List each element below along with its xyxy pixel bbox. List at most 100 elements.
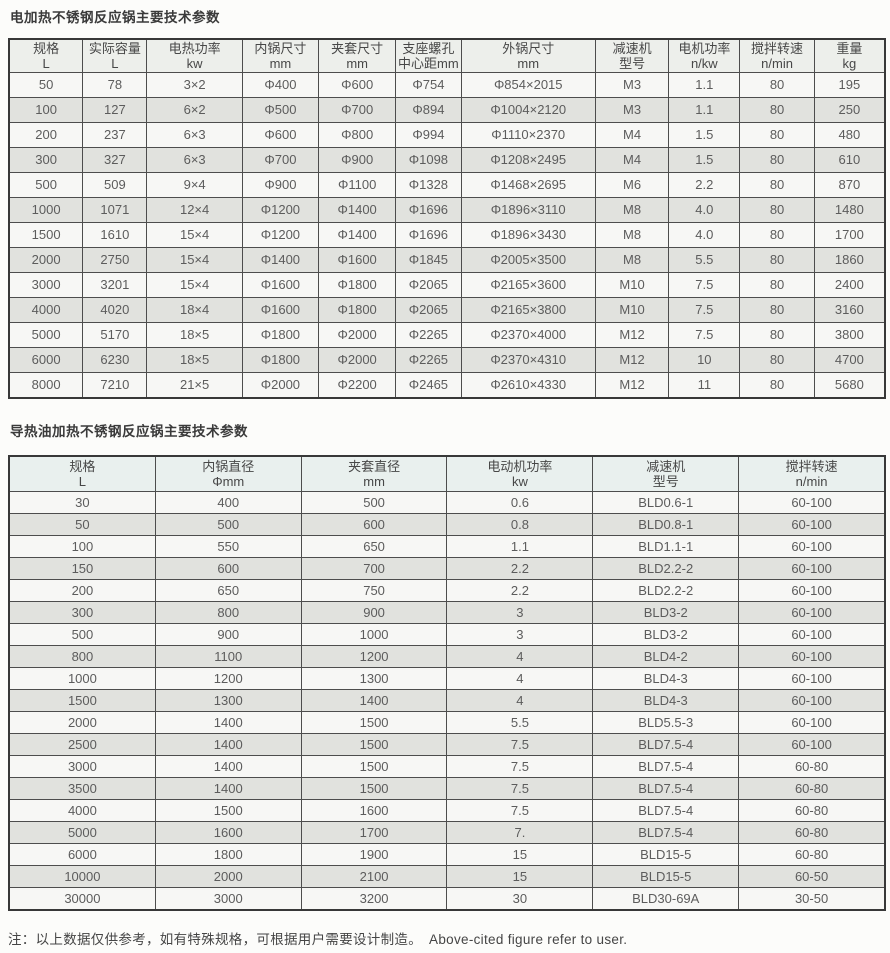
table-row: 3000 3201 15×4 Φ1600 Φ1800 Φ2065 Φ2165×3600 M10… [8, 272, 886, 298]
table-cell: 30 [446, 887, 594, 911]
column-header: 实际容量 L [82, 38, 148, 73]
column-header: 内锅直径 Φmm [154, 455, 302, 492]
table-cell: 1500 [8, 222, 84, 248]
table-cell: 60-100 [738, 711, 886, 734]
table-cell: 3201 [82, 272, 148, 298]
table-cell: 7.5 [668, 297, 741, 323]
table-cell: 2.2 [446, 579, 594, 602]
table-cell: Φ1800 [318, 272, 397, 298]
table-cell: 30 [8, 491, 156, 514]
table-cell: 1700 [813, 222, 886, 248]
table-cell: 80 [739, 122, 815, 148]
table-cell: Φ754 [395, 72, 462, 98]
table-cell: 4 [446, 689, 594, 712]
table-cell: Φ1004×2120 [460, 97, 596, 123]
table-cell: 3000 [8, 755, 156, 778]
table-cell: 4 [446, 645, 594, 668]
table-cell: M3 [594, 97, 670, 123]
table-cell: 1.1 [668, 72, 741, 98]
table-cell: 1700 [300, 821, 448, 844]
table-cell: Φ2610×4330 [460, 372, 596, 399]
table-cell: 2500 [8, 733, 156, 756]
table-cell: 327 [82, 147, 148, 173]
table-cell: 12×4 [146, 197, 243, 223]
table-cell: 3×2 [146, 72, 243, 98]
table-row: 2000 2750 15×4 Φ1400 Φ1600 Φ1845 Φ2005×3500 M8 5… [8, 247, 886, 273]
table-cell: 1610 [82, 222, 148, 248]
table-cell: Φ1800 [241, 322, 320, 348]
table-cell: Φ1896×3110 [460, 197, 596, 223]
table-cell: Φ1696 [395, 222, 462, 248]
table-cell: Φ1696 [395, 197, 462, 223]
table-cell: 80 [739, 347, 815, 373]
table-cell: 6000 [8, 843, 156, 866]
table-cell: 650 [154, 579, 302, 602]
column-header: 夹套尺寸 mm [318, 38, 397, 73]
column-header: 外锅尺寸 mm [460, 38, 596, 73]
table-cell: 21×5 [146, 372, 243, 399]
table-cell: M4 [594, 147, 670, 173]
table-cell: 610 [813, 147, 886, 173]
table-cell: 60-100 [738, 491, 886, 514]
table-cell: 60-100 [738, 535, 886, 558]
table-cell: BLD15-5 [592, 843, 740, 866]
table-cell: 1800 [154, 843, 302, 866]
table-cell: 80 [739, 297, 815, 323]
table-cell: Φ1400 [318, 197, 397, 223]
table-cell: 500 [300, 491, 448, 514]
table-cell: 1100 [154, 645, 302, 668]
column-header: 搅拌转速 n/min [738, 455, 886, 492]
table-row: 500 900 1000 3 BLD3-2 60-100 [8, 623, 886, 646]
table-cell: Φ854×2015 [460, 72, 596, 98]
footer-note: 注：以上数据仅供参考，如有特殊规格，可根据用户需要设计制造。 Above-cit… [8, 932, 628, 947]
table-cell: 15 [446, 865, 594, 888]
table-cell: Φ600 [241, 122, 320, 148]
table-cell: 1500 [300, 777, 448, 800]
table-cell: Φ1400 [318, 222, 397, 248]
table-cell: M8 [594, 197, 670, 223]
table-cell: 1500 [154, 799, 302, 822]
table-cell: 3800 [813, 322, 886, 348]
table-cell: BLD30-69A [592, 887, 740, 911]
table-cell: 1.1 [446, 535, 594, 558]
column-header: 减速机 型号 [594, 38, 670, 73]
table-cell: 1500 [300, 733, 448, 756]
table-cell: 7.5 [668, 272, 741, 298]
table-cell: Φ700 [318, 97, 397, 123]
table-cell: 550 [154, 535, 302, 558]
table-cell: 1400 [154, 755, 302, 778]
table-cell: Φ2265 [395, 322, 462, 348]
column-header: 搅拌转速 n/min [739, 38, 815, 73]
table-cell: 1000 [300, 623, 448, 646]
table-cell: 600 [154, 557, 302, 580]
table-cell: Φ1200 [241, 222, 320, 248]
table-cell: Φ2465 [395, 372, 462, 399]
table-row: 150 600 700 2.2 BLD2.2-2 60-100 [8, 557, 886, 580]
table-cell: 1.1 [668, 97, 741, 123]
table-cell: 250 [813, 97, 886, 123]
electric-heating-table-title: 电加热不锈钢反应锅主要技术参数 [10, 10, 220, 25]
table-row: 5000 5170 18×5 Φ1800 Φ2000 Φ2265 Φ2370×4000 M12… [8, 322, 886, 348]
table-cell: 2.2 [668, 172, 741, 198]
column-header: 规格 L [8, 38, 84, 73]
table-cell: 4 [446, 667, 594, 690]
table-cell: 60-100 [738, 645, 886, 668]
table-cell: 1500 [8, 689, 156, 712]
table-cell: Φ1600 [241, 297, 320, 323]
table-cell: Φ1110×2370 [460, 122, 596, 148]
table-cell: 1000 [8, 667, 156, 690]
table-row: 300 800 900 3 BLD3-2 60-100 [8, 601, 886, 624]
table-cell: 2000 [8, 247, 84, 273]
table-cell: 1400 [154, 777, 302, 800]
table-cell: 650 [300, 535, 448, 558]
table-cell: 9×4 [146, 172, 243, 198]
table-cell: 2100 [300, 865, 448, 888]
table-cell: 60-100 [738, 623, 886, 646]
table-cell: 7.5 [668, 322, 741, 348]
oil-heating-spec-table: 规格 L 内锅直径 Φmm 夹套直径 mm 电动机功率 kw 减速机 型号 搅拌转速 n/min 30 4… [8, 455, 886, 911]
table-cell: 7. [446, 821, 594, 844]
table-row: 50 500 600 0.8 BLD0.8-1 60-100 [8, 513, 886, 536]
table-cell: Φ2005×3500 [460, 247, 596, 273]
table-cell: Φ400 [241, 72, 320, 98]
table-cell: 7.5 [446, 777, 594, 800]
